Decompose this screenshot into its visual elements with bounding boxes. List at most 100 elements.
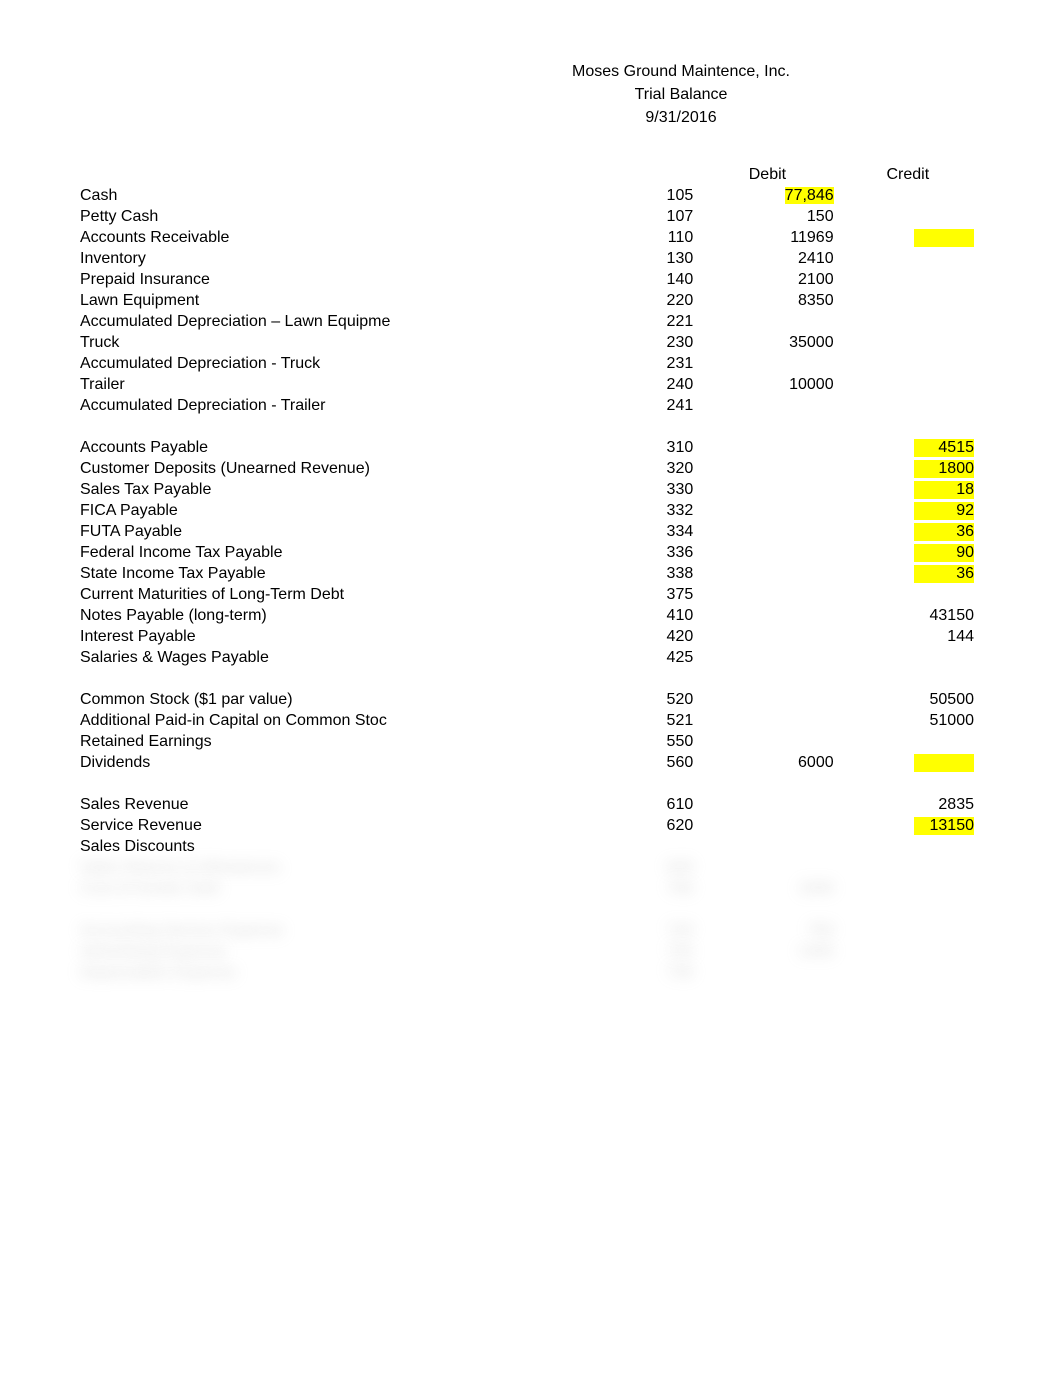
account-name: Federal Income Tax Payable: [80, 543, 626, 564]
table-row: Customer Deposits (Unearned Revenue)320 1…: [80, 459, 982, 480]
debit-cell: [701, 732, 841, 753]
debit-cell: 77,846: [701, 186, 841, 207]
account-code: 640: [626, 858, 701, 879]
table-row: Trailer24010000: [80, 375, 982, 396]
debit-cell: 1500: [701, 879, 841, 900]
debit-cell: [701, 963, 841, 984]
table-row: Accumulated Depreciation - Truck231: [80, 354, 982, 375]
account-name: Accumulated Depreciation - Trailer: [80, 396, 626, 417]
account-code: 334: [626, 522, 701, 543]
trial-balance-page: Moses Ground Maintence, Inc. Trial Balan…: [0, 0, 1062, 1044]
account-code: 107: [626, 207, 701, 228]
account-code: 520: [626, 690, 701, 711]
account-name: Accounts Receivable: [80, 228, 626, 249]
blurred-row: Advertising Expense7251400: [80, 942, 982, 963]
table-row: Additional Paid-in Capital on Common Sto…: [80, 711, 982, 732]
table-row: Inventory1302410: [80, 249, 982, 270]
table-row: Interest Payable420144: [80, 627, 982, 648]
account-name: Sales Revenue: [80, 795, 626, 816]
debit-cell: 750: [701, 921, 841, 942]
debit-cell: [701, 354, 841, 375]
table-row: Current Maturities of Long-Term Debt375: [80, 585, 982, 606]
account-code: 338: [626, 564, 701, 585]
credit-cell: 1800: [842, 459, 982, 480]
account-code: 330: [626, 480, 701, 501]
credit-cell: [842, 312, 982, 333]
account-code: 221: [626, 312, 701, 333]
account-code: 220: [626, 291, 701, 312]
table-row: Service Revenue62013150: [80, 816, 982, 837]
credit-cell: [842, 963, 982, 984]
debit-header: Debit: [701, 165, 841, 186]
debit-cell: [701, 312, 841, 333]
table-row: Sales Tax Payable33018: [80, 480, 982, 501]
account-name: Accumulated Depreciation – Lawn Equipme: [80, 312, 626, 333]
account-name: Prepaid Insurance: [80, 270, 626, 291]
account-name: Advertising Expense: [80, 942, 626, 963]
account-code: 375: [626, 585, 701, 606]
blurred-row: Cost of Goods Sold7001500: [80, 879, 982, 900]
account-code: 332: [626, 501, 701, 522]
account-name: Current Maturities of Long-Term Debt: [80, 585, 626, 606]
account-code: 410: [626, 606, 701, 627]
debit-cell: 1400: [701, 942, 841, 963]
account-code: 425: [626, 648, 701, 669]
account-code: 140: [626, 270, 701, 291]
table-row: Sales Discounts: [80, 837, 982, 858]
table-row: Common Stock ($1 par value)52050500: [80, 690, 982, 711]
credit-cell: [842, 396, 982, 417]
credit-cell: [842, 291, 982, 312]
account-name: Trailer: [80, 375, 626, 396]
debit-cell: [701, 396, 841, 417]
account-name: Salaries & Wages Payable: [80, 648, 626, 669]
account-name: Depreciation Expense: [80, 963, 626, 984]
credit-cell: 90: [842, 543, 982, 564]
blurred-row: Sales Returns & Allowances640: [80, 858, 982, 879]
debit-cell: [701, 648, 841, 669]
account-code: 730: [626, 963, 701, 984]
credit-cell: [842, 186, 982, 207]
credit-cell: [842, 333, 982, 354]
account-name: Petty Cash: [80, 207, 626, 228]
table-row: [80, 417, 982, 438]
credit-cell: 18: [842, 480, 982, 501]
table-row: Lawn Equipment2208350: [80, 291, 982, 312]
table-row: FICA Payable33292: [80, 501, 982, 522]
credit-cell: [842, 879, 982, 900]
account-code: 320: [626, 459, 701, 480]
credit-cell: 4515: [842, 438, 982, 459]
debit-cell: [701, 480, 841, 501]
account-name: Accumulated Depreciation - Truck: [80, 354, 626, 375]
credit-cell: 51000: [842, 711, 982, 732]
account-name: Sales Returns & Allowances: [80, 858, 626, 879]
account-name: Sales Discounts: [80, 837, 626, 858]
account-name: Common Stock ($1 par value): [80, 690, 626, 711]
account-code: 720: [626, 921, 701, 942]
credit-cell: [842, 921, 982, 942]
company-name: Moses Ground Maintence, Inc.: [380, 60, 982, 83]
debit-cell: [701, 585, 841, 606]
account-name: Retained Earnings: [80, 732, 626, 753]
table-row: [80, 669, 982, 690]
account-name: Interest Payable: [80, 627, 626, 648]
account-code: 130: [626, 249, 701, 270]
credit-cell: [842, 228, 982, 249]
table-row: Petty Cash107150: [80, 207, 982, 228]
account-code: 420: [626, 627, 701, 648]
account-name: Truck: [80, 333, 626, 354]
account-code: 620: [626, 816, 701, 837]
account-name: Additional Paid-in Capital on Common Sto…: [80, 711, 626, 732]
credit-cell: 43150: [842, 606, 982, 627]
account-name: Customer Deposits (Unearned Revenue): [80, 459, 626, 480]
document-title: Trial Balance: [380, 83, 982, 106]
account-code: 560: [626, 753, 701, 774]
credit-cell: [842, 585, 982, 606]
debit-cell: 10000: [701, 375, 841, 396]
table-row: Retained Earnings550: [80, 732, 982, 753]
credit-cell: 92: [842, 501, 982, 522]
table-row: Notes Payable (long-term)41043150: [80, 606, 982, 627]
account-code: 241: [626, 396, 701, 417]
table-row: Accumulated Depreciation - Trailer241: [80, 396, 982, 417]
debit-cell: [701, 795, 841, 816]
table-header-row: Debit Credit: [80, 165, 982, 186]
